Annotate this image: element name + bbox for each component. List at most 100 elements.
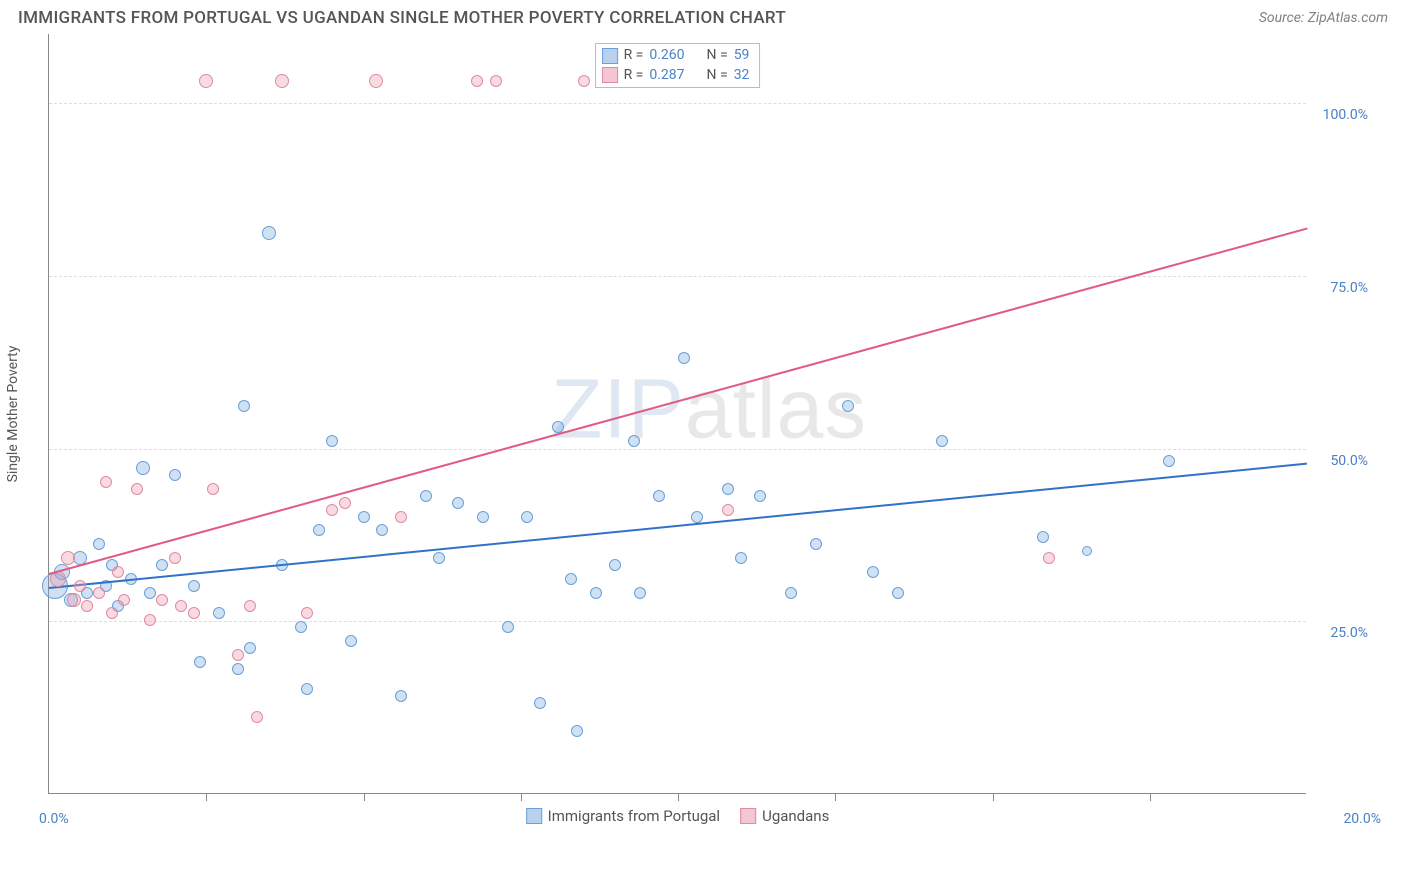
data-point-portugal [301,683,313,695]
data-point-portugal [144,587,156,599]
data-point-portugal [1163,455,1175,467]
data-point-ugandans [339,497,351,509]
trend-line-ugandans [49,227,1308,574]
gridline [49,103,1306,104]
data-point-portugal [634,587,646,599]
data-point-portugal [452,497,464,509]
data-point-portugal [565,573,577,585]
x-tick [835,793,836,801]
trend-line-portugal [49,462,1307,588]
data-point-portugal [534,697,546,709]
y-tick-label: 25.0% [1312,625,1368,641]
data-point-ugandans [301,607,313,619]
legend-bottom: Immigrants from Portugal Ugandans [526,807,830,825]
x-tick [364,793,365,801]
data-point-portugal [156,559,168,571]
x-axis-start-label: 0.0% [39,811,69,827]
x-tick [206,793,207,801]
legend-swatch-portugal [602,48,618,64]
data-point-portugal [867,566,879,578]
data-point-portugal [345,635,357,647]
chart-source: Source: ZipAtlas.com [1259,10,1388,26]
data-point-ugandans [1043,552,1055,564]
gridline [49,621,1306,622]
data-point-portugal [609,559,621,571]
data-point-ugandans [207,483,219,495]
data-point-portugal [571,725,583,737]
data-point-ugandans [251,711,263,723]
chart-header: IMMIGRANTS FROM PORTUGAL VS UGANDAN SING… [0,0,1406,34]
legend-item-portugal: Immigrants from Portugal [526,807,720,825]
data-point-portugal [735,552,747,564]
gridline [49,276,1306,277]
y-tick-label: 100.0% [1312,107,1368,123]
watermark: ZIPatlas [551,360,867,457]
x-tick [993,793,994,801]
data-point-portugal [842,400,854,412]
data-point-portugal [395,690,407,702]
data-point-ugandans [112,566,124,578]
legend-top: R =0.260N =59R =0.287N =32 [589,40,767,91]
data-point-ugandans [144,614,156,626]
data-point-ugandans [326,504,338,516]
data-point-ugandans [106,607,118,619]
legend-label: Immigrants from Portugal [548,807,720,825]
x-tick [678,793,679,801]
scatter-plot: ZIPatlas R =0.260N =59R =0.287N =32 Immi… [48,34,1306,794]
data-point-ugandans [131,483,143,495]
legend-swatch-ugandans [740,808,756,824]
data-point-portugal [358,511,370,523]
data-point-ugandans [67,593,81,607]
legend-item-ugandans: Ugandans [740,807,829,825]
y-axis-label: Single Mother Poverty [5,346,21,483]
data-point-portugal [295,621,307,633]
data-point-portugal [194,656,206,668]
data-point-ugandans [100,476,112,488]
data-point-portugal [691,511,703,523]
data-point-portugal [678,352,690,364]
data-point-portugal [262,226,276,240]
data-point-ugandans [471,75,483,87]
legend-top-row-ugandans: R =0.287N =32 [602,66,750,86]
data-point-ugandans [81,600,93,612]
chart-title: IMMIGRANTS FROM PORTUGAL VS UGANDAN SING… [18,8,786,28]
y-tick-label: 50.0% [1312,453,1368,469]
data-point-ugandans [369,74,383,88]
data-point-ugandans [490,75,502,87]
gridline [49,449,1306,450]
legend-top-row-portugal: R =0.260N =59 [602,46,750,66]
data-point-portugal [238,400,250,412]
data-point-ugandans [188,607,200,619]
data-point-portugal [653,490,665,502]
data-point-portugal [785,587,797,599]
data-point-ugandans [244,600,256,612]
data-point-ugandans [232,649,244,661]
data-point-ugandans [169,552,181,564]
data-point-portugal [433,552,445,564]
data-point-portugal [169,469,181,481]
data-point-portugal [477,511,489,523]
data-point-ugandans [156,594,168,606]
data-point-portugal [420,490,432,502]
data-point-portugal [892,587,904,599]
data-point-portugal [244,642,256,654]
y-tick-label: 75.0% [1312,280,1368,296]
data-point-portugal [936,435,948,447]
data-point-ugandans [722,504,734,516]
data-point-portugal [1082,546,1092,556]
legend-label: Ugandans [762,807,829,825]
data-point-portugal [754,490,766,502]
chart-wrap: Single Mother Poverty ZIPatlas R =0.260N… [18,34,1388,794]
legend-swatch-ugandans [602,67,618,83]
data-point-portugal [590,587,602,599]
data-point-portugal [93,538,105,550]
data-point-ugandans [275,74,289,88]
data-point-ugandans [93,587,105,599]
data-point-portugal [313,524,325,536]
data-point-ugandans [118,594,130,606]
data-point-portugal [810,538,822,550]
data-point-portugal [521,511,533,523]
data-point-portugal [1037,531,1049,543]
x-axis-end-label: 20.0% [1343,811,1381,827]
x-tick [1150,793,1151,801]
